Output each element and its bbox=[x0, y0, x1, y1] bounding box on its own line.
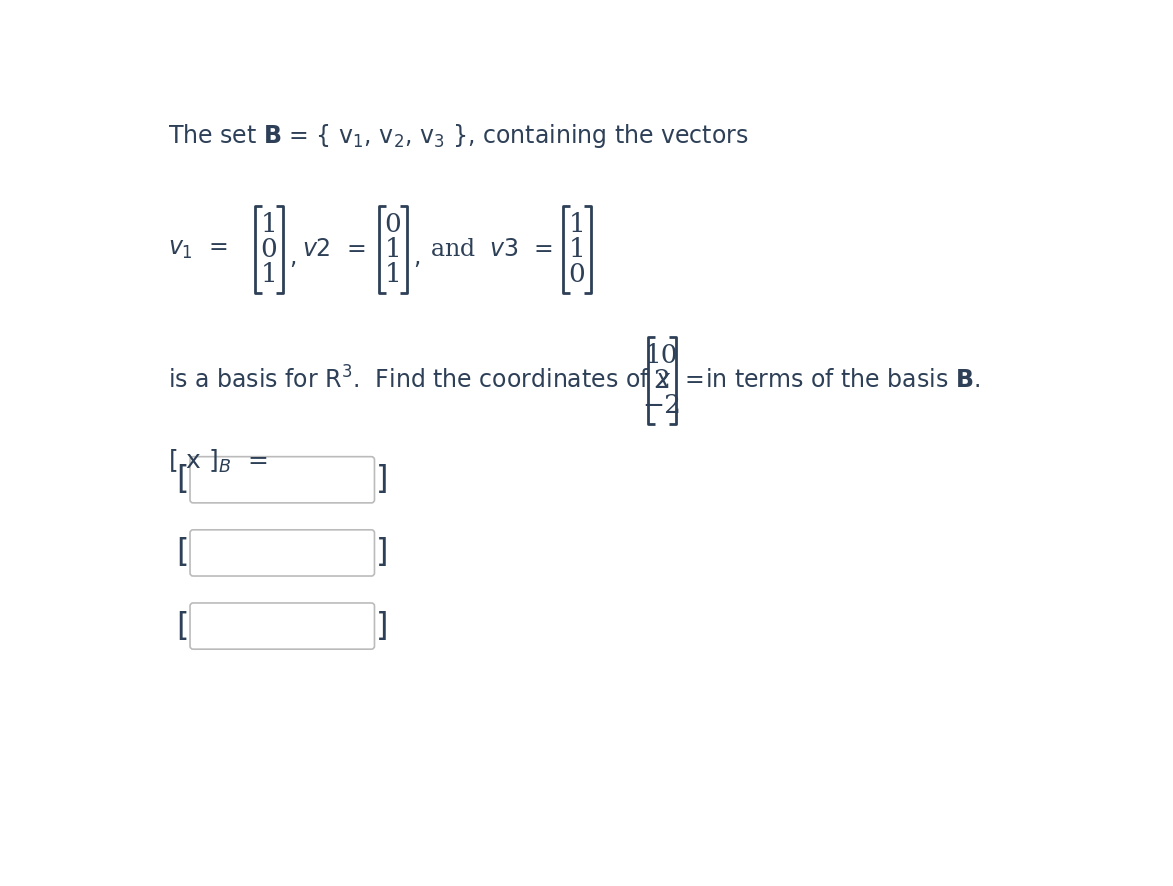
Text: 1: 1 bbox=[260, 213, 278, 237]
Text: $v_1$  =: $v_1$ = bbox=[168, 238, 228, 261]
Text: $v2$  =: $v2$ = bbox=[301, 238, 365, 261]
FancyBboxPatch shape bbox=[190, 603, 374, 649]
Text: and  $v3$  =: and $v3$ = bbox=[430, 238, 552, 261]
Text: [: [ bbox=[176, 464, 189, 495]
Text: in terms of the basis $\mathbf{B}$.: in terms of the basis $\mathbf{B}$. bbox=[705, 369, 979, 392]
Text: 1: 1 bbox=[569, 213, 585, 237]
Text: [: [ bbox=[176, 610, 189, 641]
Text: [: [ bbox=[176, 538, 189, 569]
Text: ,: , bbox=[290, 245, 297, 269]
Text: is a basis for R$^3$.  Find the coordinates of $x$  =: is a basis for R$^3$. Find the coordinat… bbox=[168, 367, 704, 394]
Text: ]: ] bbox=[377, 464, 388, 495]
FancyBboxPatch shape bbox=[190, 530, 374, 576]
Text: The set $\mathbf{B}$ = { v$_1$, v$_2$, v$_3$ }, containing the vectors: The set $\mathbf{B}$ = { v$_1$, v$_2$, v… bbox=[168, 121, 748, 150]
Text: 1: 1 bbox=[385, 237, 401, 262]
Text: 1: 1 bbox=[260, 261, 278, 287]
Text: ]: ] bbox=[377, 610, 388, 641]
Text: 1: 1 bbox=[569, 237, 585, 262]
FancyBboxPatch shape bbox=[190, 456, 374, 503]
Text: 2: 2 bbox=[653, 368, 671, 392]
Text: 0: 0 bbox=[260, 237, 278, 262]
Text: −2: −2 bbox=[643, 392, 682, 417]
Text: 1: 1 bbox=[385, 261, 401, 287]
Text: ]: ] bbox=[377, 538, 388, 569]
Text: ,: , bbox=[413, 245, 421, 269]
Text: 0: 0 bbox=[569, 261, 585, 287]
Text: [ x ]$_B$  =: [ x ]$_B$ = bbox=[168, 447, 267, 475]
Text: 0: 0 bbox=[385, 213, 401, 237]
Text: 10: 10 bbox=[645, 343, 679, 369]
